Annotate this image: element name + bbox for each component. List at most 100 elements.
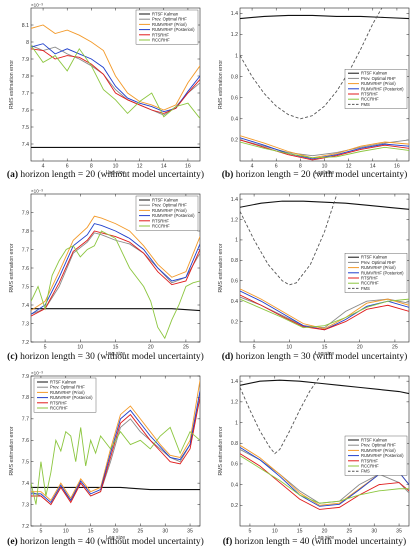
legend-entry: RUMVRHF (Posteriori): [361, 453, 404, 458]
x-axis-label: Lag size: [106, 170, 125, 176]
x-tick-label: 10: [63, 529, 69, 535]
series-group: [31, 24, 200, 148]
y-tick-label: 1.4: [231, 197, 238, 203]
series-line-prev_optimal: [31, 232, 200, 315]
x-tick-label: 15: [322, 345, 328, 351]
series-group: [240, 194, 409, 331]
x-axis-label: Lag size: [315, 351, 334, 357]
y-exponent: ×10⁻³: [31, 189, 43, 194]
series-line-rumvrhf_priori: [31, 380, 200, 501]
series-line-fms: [240, 376, 321, 455]
series-line-rtsf_kalman: [31, 308, 200, 312]
legend-entry: Prev. Optimal RHF: [361, 260, 396, 265]
y-tick-label: 7.2: [22, 340, 29, 346]
legend-box: [135, 195, 199, 231]
series-line-rccrhf: [31, 230, 200, 340]
y-axis-label: RMS estimation error: [218, 426, 224, 475]
x-tick-label: 15: [88, 529, 94, 535]
y-tick-label: 7.7: [22, 247, 29, 253]
y-tick-label: 1.2: [231, 32, 238, 38]
x-tick-label: 5: [44, 345, 47, 351]
x-tick-label: 10: [272, 529, 278, 535]
x-tick-label: 16: [185, 164, 191, 170]
x-tick-label: 14: [370, 164, 376, 170]
x-tick-label: 30: [162, 529, 168, 535]
series-line-rumvrhf_posteriori: [31, 223, 200, 315]
legend-entry: Prev. Optimal RHF: [50, 385, 85, 390]
x-tick-label: 16: [394, 164, 400, 170]
y-tick-label: 8: [26, 40, 29, 46]
x-axis-label: Lag size: [315, 535, 334, 541]
caption-label: (f): [223, 536, 235, 547]
x-tick-label: 12: [137, 164, 143, 170]
y-tick-label: 7.3: [22, 502, 29, 508]
legend-entry: RUMVRHF (Priori): [50, 390, 85, 395]
caption-text: horizon length = 40 (with model uncertai…: [235, 536, 407, 547]
series-line-prev_optimal: [240, 139, 409, 157]
x-tick-label: 35: [187, 529, 193, 535]
legend-entry: Prev. Optimal RHF: [361, 443, 396, 448]
x-tick-label: 4: [251, 164, 254, 170]
legend-entry: RUMVRHF (Priori): [361, 448, 396, 453]
y-tick-label: 1: [235, 238, 238, 244]
y-tick-label: 7.3: [22, 321, 29, 327]
y-axis-label: RMS estimation error: [9, 60, 15, 109]
series-line-fms: [240, 8, 383, 120]
y-exponent: ×10⁻³: [31, 3, 43, 8]
series-line-rumvrhf_priori: [240, 288, 409, 330]
legend-entry: RUMVRHF (Priori): [152, 22, 187, 27]
legend-entry: RCCRHF: [361, 464, 379, 469]
x-axis-label: Lag size: [315, 170, 334, 176]
panel-caption: (e) horizon length = 40 (without model u…: [7, 536, 204, 547]
legend-entry: RUMVRHF (Posteriori): [152, 27, 195, 32]
caption-label: (e): [7, 536, 20, 547]
x-tick-label: 14: [161, 164, 167, 170]
legend-entry: RUMVRHF (Priori): [361, 81, 396, 86]
y-tick-label: 0.4: [231, 117, 238, 123]
series-line-rumvrhf_posteriori: [31, 390, 200, 504]
y-axis-label: RMS estimation error: [218, 243, 224, 292]
series-line-rccrhf: [240, 298, 409, 329]
panel-caption: (c) horizon length = 30 (without model u…: [7, 351, 204, 362]
x-tick-label: 25: [183, 345, 189, 351]
legend-entry: RUMVRHF (Posteriori): [152, 213, 195, 218]
x-tick-label: 30: [371, 529, 377, 535]
y-tick-label: 7.9: [22, 374, 29, 380]
y-axis-label: RMS estimation error: [9, 243, 15, 292]
series-group: [31, 380, 200, 506]
y-tick-label: 7.4: [22, 481, 29, 487]
legend-entry: RUMVRHF (Posteriori): [361, 86, 404, 91]
x-tick-label: 20: [148, 345, 154, 351]
series-line-rumvrhf_priori: [240, 135, 409, 159]
y-tick-label: 0.8: [231, 74, 238, 80]
x-tick-label: 15: [113, 345, 119, 351]
y-tick-label: 1.4: [231, 379, 238, 385]
y-tick-label: 1.2: [231, 400, 238, 406]
y-tick-label: 0.2: [231, 503, 238, 509]
y-tick-label: 7.6: [22, 108, 29, 114]
series-line-rtsf_kalman: [240, 14, 409, 20]
y-exponent: ×10⁻³: [31, 371, 43, 376]
x-tick-label: 35: [396, 529, 402, 535]
y-tick-label: 0.4: [231, 482, 238, 488]
y-tick-label: 7.7: [22, 91, 29, 97]
x-tick-label: 6: [66, 164, 69, 170]
panel-f: 0.2 0.4 0.6 0.8 1 1.2 1.4 5 10 15 20 25 30 35 Lag size…: [218, 375, 410, 547]
legend-entry: RTSF Kalman: [152, 12, 179, 17]
legend-entry: Prev. Optimal RHF: [361, 76, 396, 81]
series-line-rumvrhf_priori: [31, 24, 200, 111]
x-tick-label: 4: [42, 164, 45, 170]
panel-a: 7.4 7.5 7.6 7.7 7.8 7.9 8 8.1 4 6 8 10 12 14 16 ×10⁻³ La…: [7, 3, 204, 181]
x-tick-label: 12: [346, 164, 352, 170]
series-line-rumvrhf_priori: [31, 215, 200, 311]
y-tick-label: 7.8: [22, 395, 29, 401]
legend-entry: FMS: [361, 102, 370, 107]
x-tick-label: 20: [322, 529, 328, 535]
legend-entry: RCCRHF: [361, 97, 379, 102]
y-tick-label: 0.4: [231, 299, 238, 305]
y-tick-label: 7.4: [22, 142, 29, 148]
